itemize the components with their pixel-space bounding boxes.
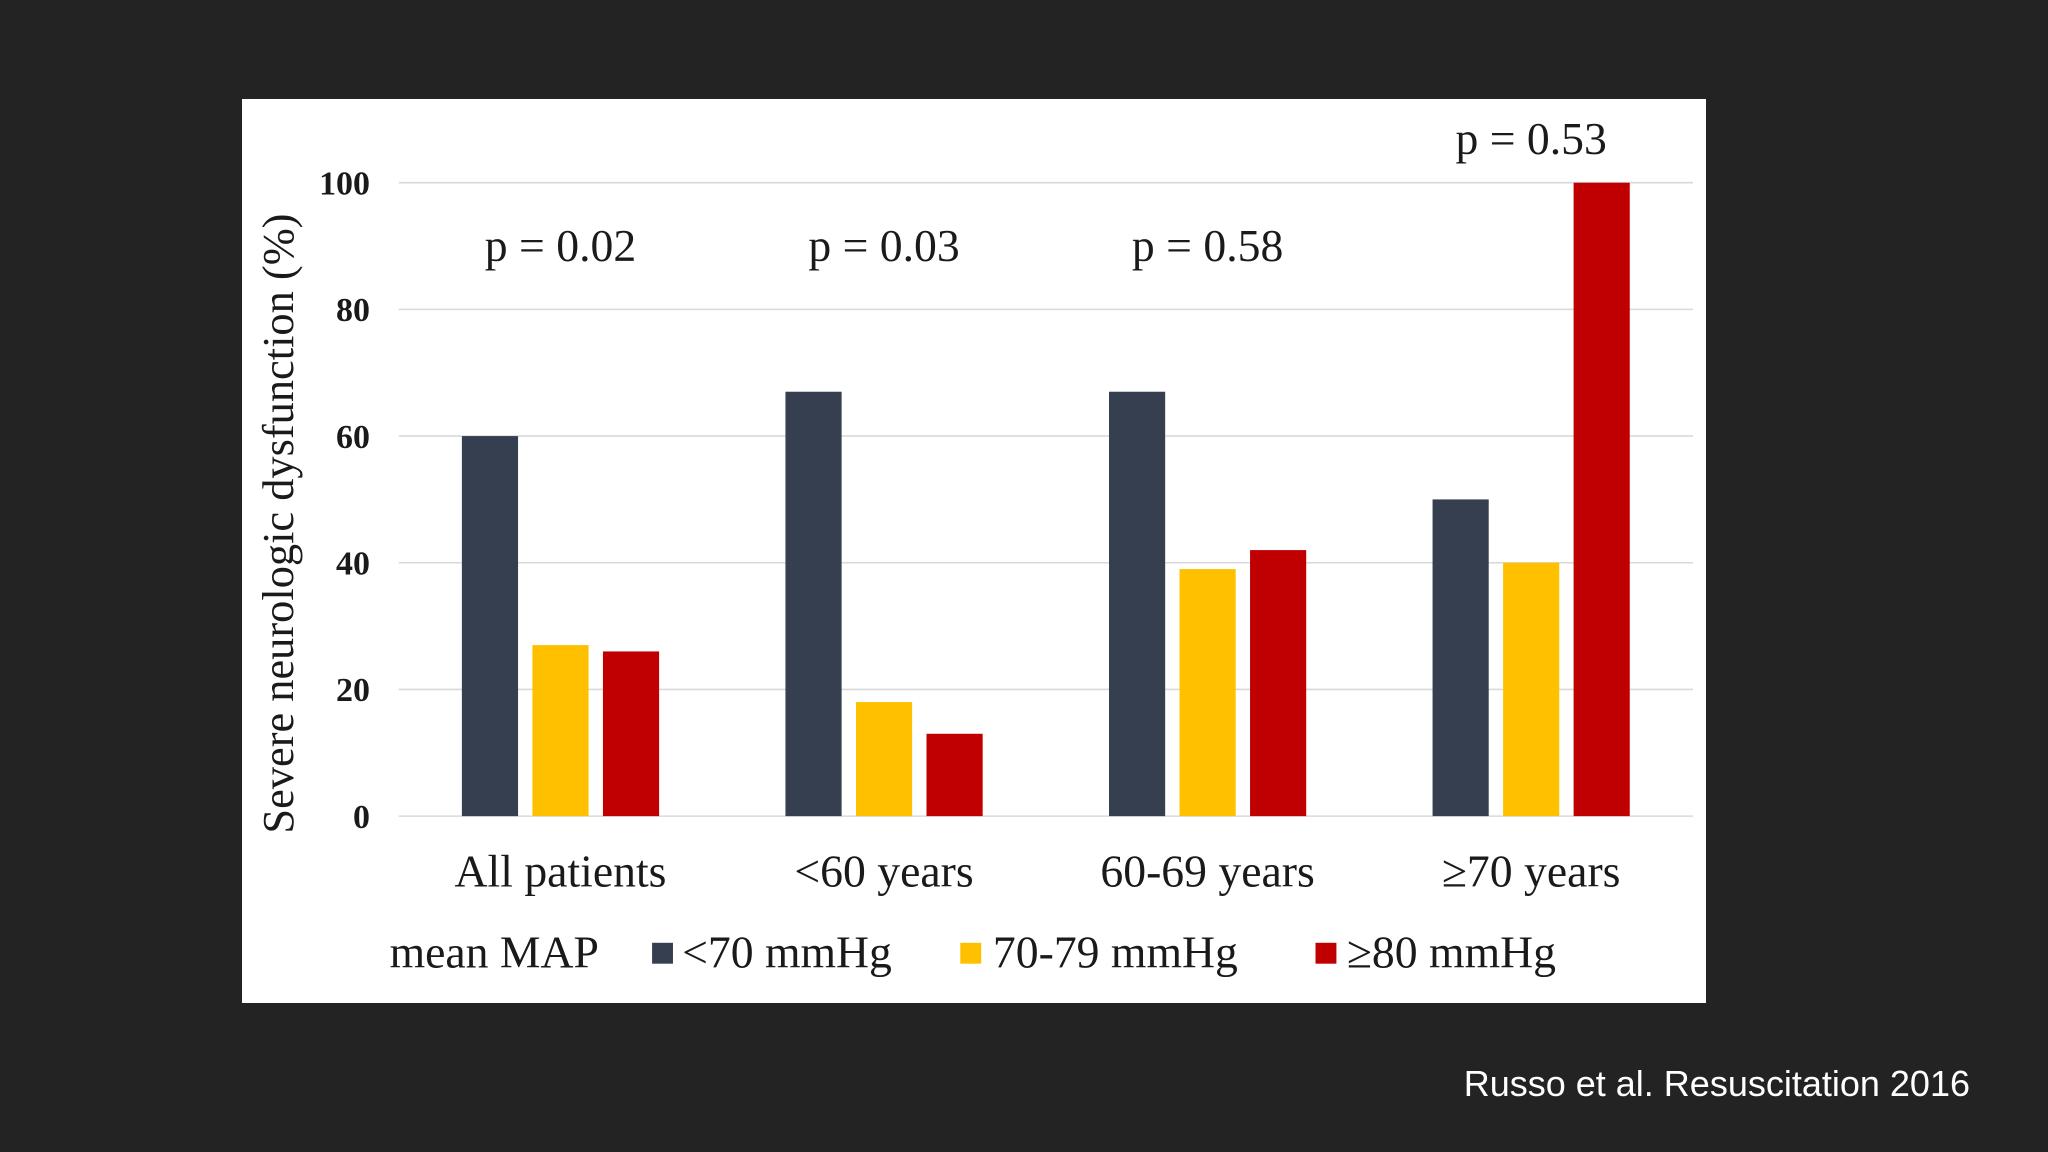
citation-caption: Russo et al. Resuscitation 2016 bbox=[1463, 1063, 1970, 1104]
category-label-gte-70-years: ≥70 years bbox=[1442, 846, 1621, 897]
bar-70-79-mmhg-gte-70-years bbox=[1503, 562, 1560, 817]
category-label-lt-60-years: <60 years bbox=[794, 846, 973, 897]
y-tick-label-40: 40 bbox=[336, 546, 370, 583]
bar-gte-80-mmhg-all-patients bbox=[602, 651, 660, 817]
legend-swatch-70-79-mmhg bbox=[960, 942, 982, 964]
legend: mean MAP <70 mmHg 70-79 mmHg ≥80 mmHg bbox=[390, 927, 1556, 978]
legend-swatch-gte-80-mmhg bbox=[1315, 942, 1337, 964]
y-tick-label-60: 60 bbox=[336, 419, 370, 456]
legend-swatch-lt-70-mmhg bbox=[652, 942, 673, 964]
y-axis-title: Severe neurologic dysfunction (%) bbox=[253, 214, 303, 834]
bar-gte-80-mmhg-60-69-years bbox=[1250, 550, 1307, 817]
legend-label-lt-70-mmhg: <70 mmHg bbox=[682, 927, 892, 978]
gridlines bbox=[398, 181, 1693, 817]
bar-70-79-mmhg-lt-60-years bbox=[855, 702, 913, 817]
chart-panel: 0 20 40 60 80 100 Severe neurologic dysfuncti… bbox=[242, 99, 1706, 1003]
p-value-annotation-lt-60-years: p = 0.03 bbox=[808, 220, 959, 271]
y-tick-label-20: 20 bbox=[336, 672, 370, 709]
legend-title: mean MAP bbox=[390, 927, 599, 978]
bar-lt-70-mmhg-60-69-years bbox=[1109, 391, 1166, 817]
bars bbox=[461, 182, 1630, 817]
y-axis-tick-labels: 0 20 40 60 80 100 bbox=[319, 165, 370, 835]
bar-70-79-mmhg-60-69-years bbox=[1179, 569, 1236, 817]
y-tick-label-80: 80 bbox=[336, 292, 370, 329]
bar-gte-80-mmhg-lt-60-years bbox=[926, 733, 983, 817]
p-value-annotation-60-69-years: p = 0.58 bbox=[1132, 220, 1283, 271]
y-tick-label-100: 100 bbox=[319, 165, 370, 202]
bar-70-79-mmhg-all-patients bbox=[532, 645, 589, 817]
category-label-all-patients: All patients bbox=[455, 846, 667, 897]
y-tick-label-0: 0 bbox=[353, 799, 370, 836]
bar-lt-70-mmhg-gte-70-years bbox=[1432, 499, 1489, 817]
category-label-60-69-years: 60-69 years bbox=[1100, 846, 1314, 897]
category-labels: All patients <60 years 60-69 years ≥70 year… bbox=[455, 846, 1621, 897]
bar-gte-80-mmhg-gte-70-years bbox=[1573, 182, 1630, 817]
legend-label-gte-80-mmhg: ≥80 mmHg bbox=[1347, 927, 1556, 978]
bar-lt-70-mmhg-all-patients bbox=[461, 436, 519, 817]
bar-lt-70-mmhg-lt-60-years bbox=[785, 391, 842, 817]
bar-chart: 0 20 40 60 80 100 Severe neurologic dysfuncti… bbox=[253, 113, 1693, 978]
p-value-annotation-gte-70-years: p = 0.53 bbox=[1455, 113, 1606, 164]
p-value-annotations: p = 0.02 p = 0.03 p = 0.58 p = 0.53 bbox=[485, 113, 1607, 271]
p-value-annotation-all-patients: p = 0.02 bbox=[485, 220, 636, 271]
legend-label-70-79-mmhg: 70-79 mmHg bbox=[993, 927, 1238, 978]
